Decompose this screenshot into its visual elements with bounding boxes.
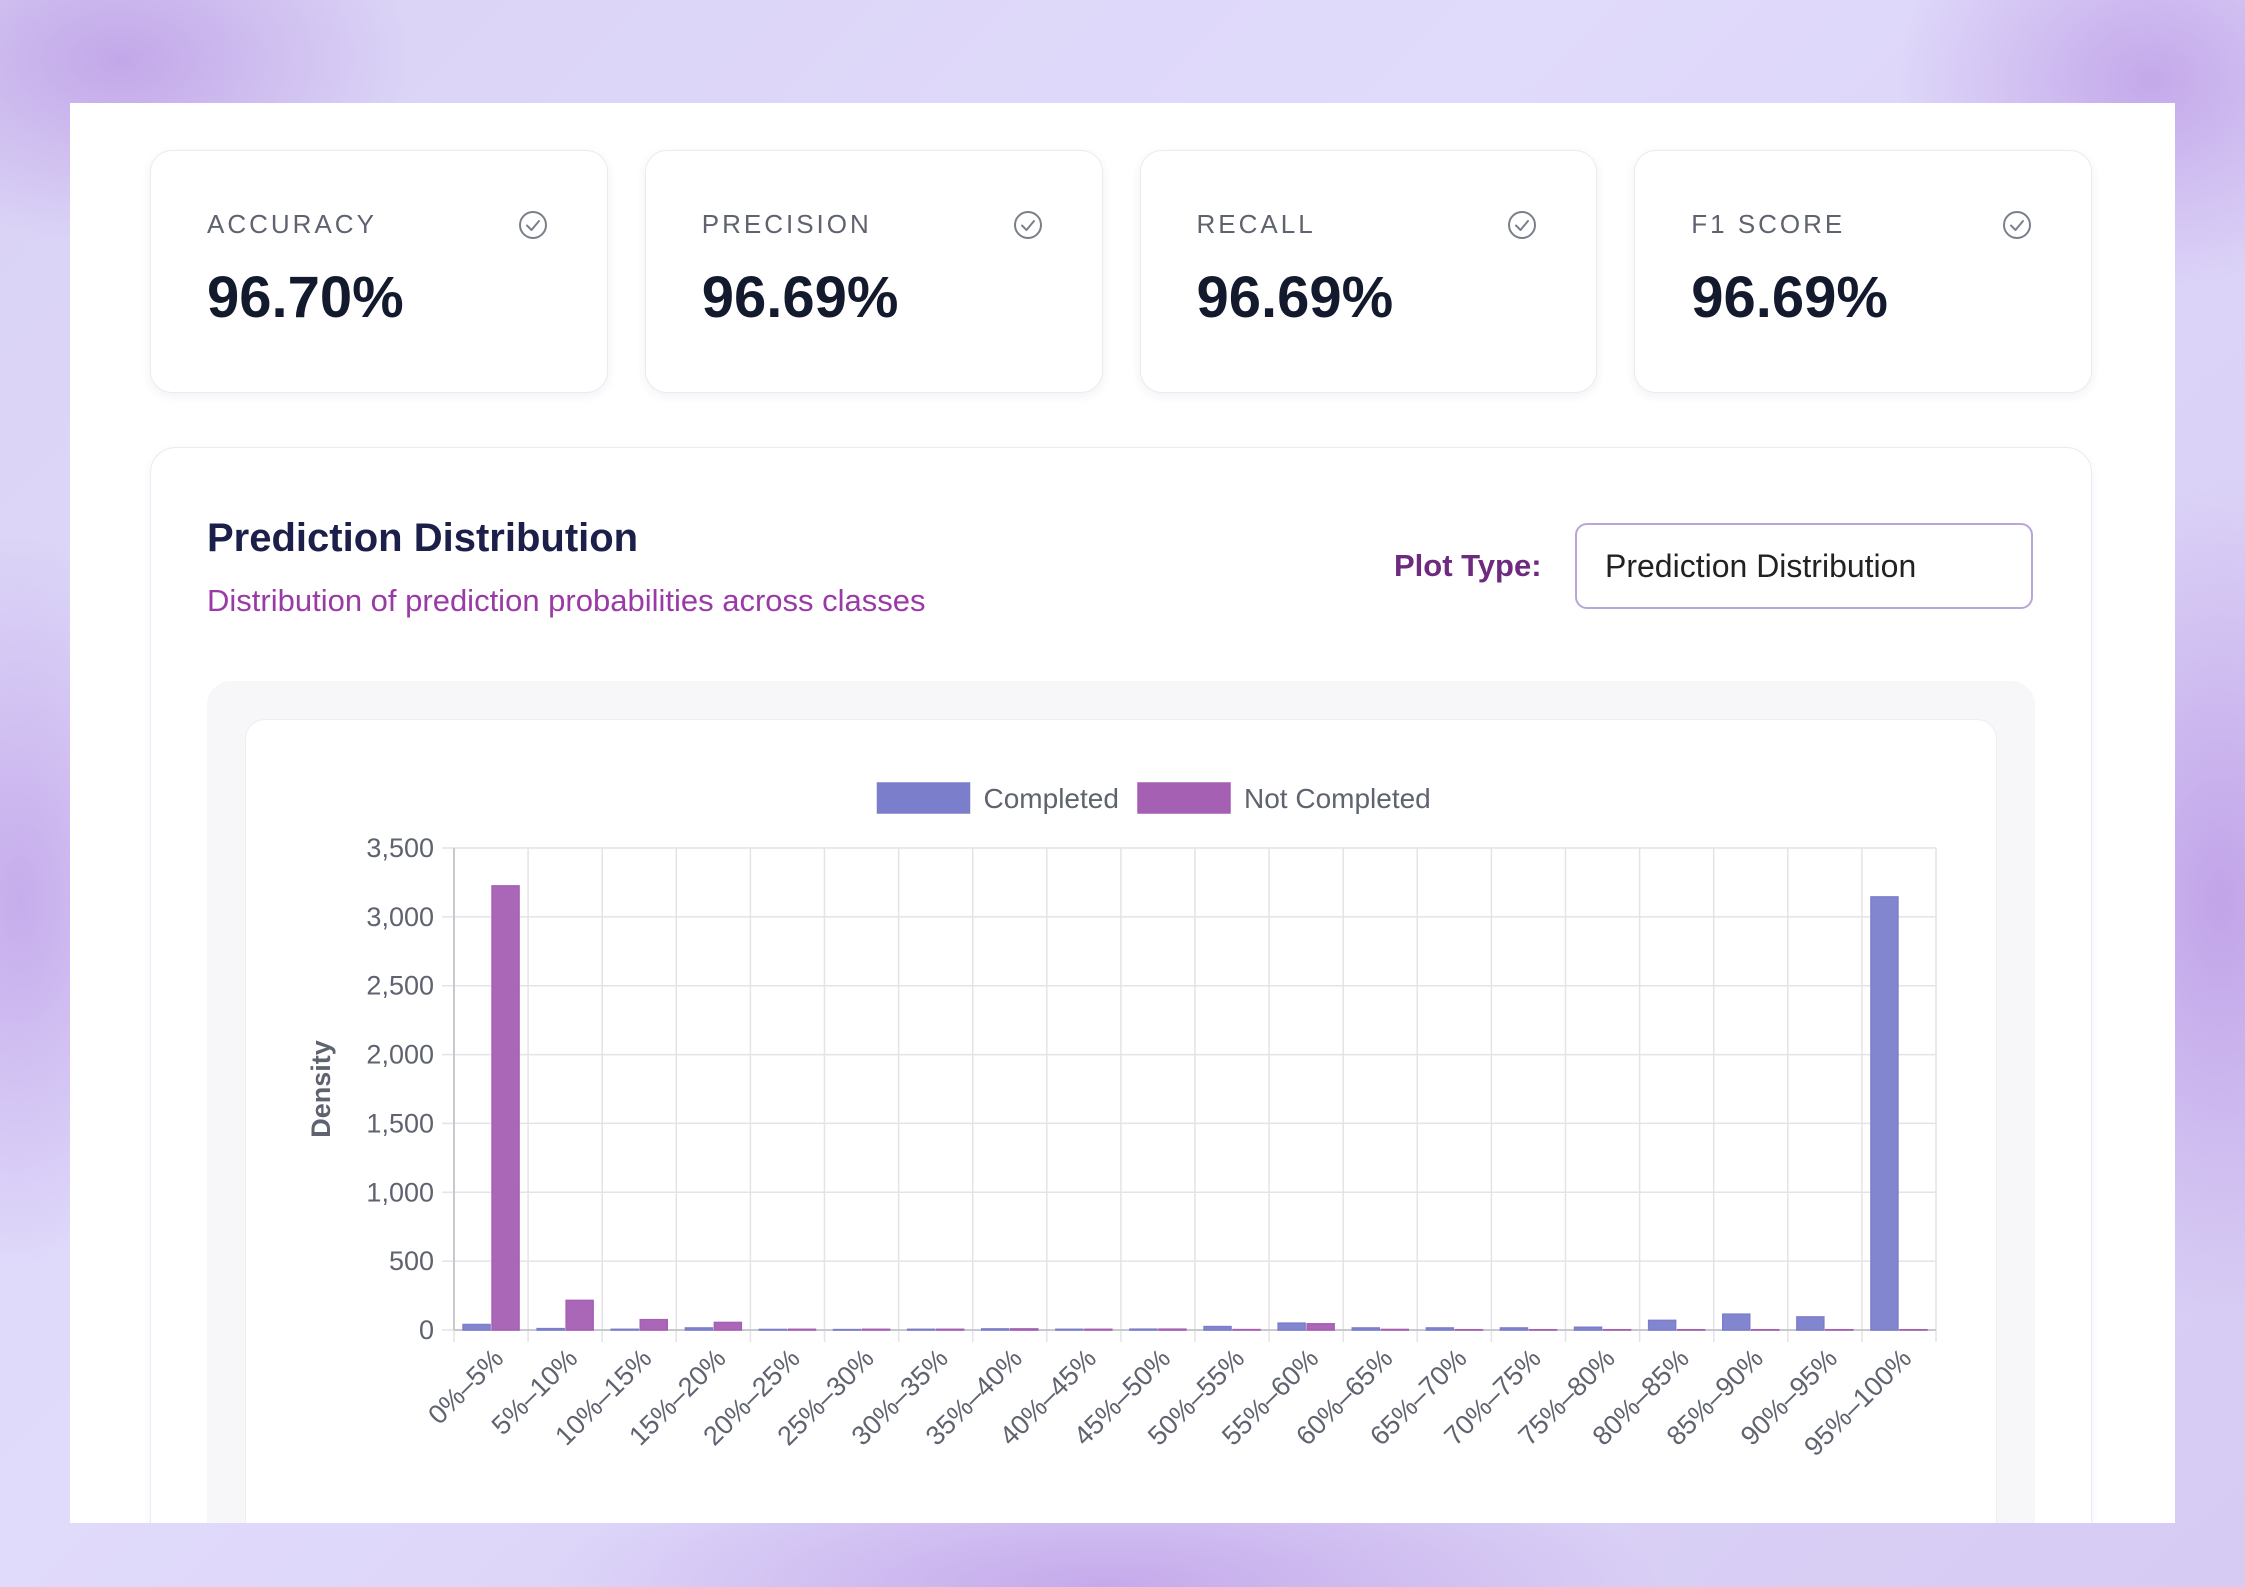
chart-container: 0 500 1,000 1,500 2,000 2,500 3,000 3,500 0%–5% 5… (207, 681, 2035, 1523)
y-tick-label: 500 (389, 1246, 434, 1276)
legend-label-not-completed: Not Completed (1244, 783, 1431, 814)
plot-type-select[interactable]: Prediction Distribution (1575, 523, 2033, 609)
bar-completed (758, 1328, 788, 1331)
bar-completed (1277, 1322, 1306, 1331)
bar-not-completed (1306, 1323, 1335, 1331)
bar-not-completed (861, 1328, 891, 1331)
legend-swatch-completed (876, 782, 971, 814)
metric-value: 96.69% (1691, 265, 1888, 330)
bar-not-completed (565, 1299, 594, 1331)
panel-title: Prediction Distribution (207, 516, 639, 560)
metric-label: RECALL (1196, 209, 1316, 239)
check-circle-icon (1013, 211, 1042, 239)
bar-not-completed (1010, 1328, 1039, 1331)
metric-label: F1 SCORE (1691, 209, 1846, 239)
bar-completed (1573, 1326, 1603, 1331)
bar-completed (1647, 1319, 1677, 1331)
bar-not-completed (1084, 1328, 1113, 1331)
bar-completed (536, 1327, 565, 1331)
metric-card-accuracy: ACCURACY 96.70% (150, 150, 608, 393)
bar-not-completed (787, 1328, 817, 1331)
bar-not-completed (491, 885, 520, 1331)
bar-completed (1796, 1316, 1825, 1331)
y-tick-label: 1,500 (366, 1108, 434, 1138)
y-tick-label: 1,000 (366, 1177, 434, 1207)
metric-value: 96.69% (701, 265, 899, 330)
dashboard-window: ACCURACY 96.70% PRECISION 96.69% RECALL … (70, 103, 2175, 1523)
bar-not-completed (935, 1328, 965, 1331)
bar-completed (462, 1323, 491, 1331)
y-tick-label: 2,000 (366, 1040, 434, 1070)
metric-label: PRECISION (701, 209, 872, 239)
bar-completed (906, 1328, 936, 1331)
y-tick-label: 0 (419, 1315, 434, 1345)
bar-not-completed (713, 1321, 743, 1331)
bar-completed (1722, 1313, 1751, 1331)
metric-value: 96.70% (207, 265, 404, 330)
y-tick-label: 2,500 (366, 971, 434, 1001)
bar-completed (684, 1327, 714, 1331)
bar-completed (1870, 896, 1899, 1331)
bar-completed (1425, 1327, 1455, 1331)
panel-subtitle: Distribution of prediction probabilities… (207, 583, 926, 618)
metric-card-precision: PRECISION 96.69% (644, 150, 1103, 393)
metric-card-recall: RECALL 96.69% (1139, 150, 1598, 393)
legend-swatch-not-completed (1137, 782, 1231, 814)
bar-completed (1351, 1327, 1380, 1331)
metric-value: 96.69% (1196, 265, 1394, 330)
check-circle-icon (518, 211, 547, 239)
y-tick-label: 3,000 (366, 902, 434, 932)
prediction-distribution-panel: Prediction Distribution Distribution of … (150, 447, 2092, 1523)
legend-label-completed: Completed (984, 783, 1119, 814)
prediction-distribution-chart: 05001,0001,5002,0002,5003,0003,5000%–5%5… (306, 782, 1937, 1462)
bar-completed (981, 1328, 1010, 1331)
bar-completed (1055, 1328, 1084, 1331)
bar-not-completed (639, 1318, 668, 1331)
chart-card: 0 500 1,000 1,500 2,000 2,500 3,000 3,500 0%–5% 5… (245, 719, 1997, 1523)
bar-completed (610, 1328, 639, 1331)
bar-not-completed (1380, 1328, 1409, 1331)
check-circle-icon (2003, 211, 2031, 239)
metrics-row: ACCURACY 96.70% PRECISION 96.69% RECALL … (150, 150, 2092, 393)
metric-label: ACCURACY (207, 209, 377, 239)
bar-completed (1129, 1328, 1158, 1331)
bar-not-completed (1158, 1328, 1187, 1331)
check-circle-icon (1508, 211, 1537, 239)
y-axis-title: Density (306, 1040, 336, 1138)
metric-card-f1-score: F1 SCORE 96.69% (1634, 150, 2092, 393)
plot-type-label: Plot Type: (1394, 548, 1542, 583)
y-tick-label: 3,500 (366, 833, 434, 863)
bar-completed (1203, 1325, 1232, 1331)
bar-completed (1499, 1327, 1529, 1331)
